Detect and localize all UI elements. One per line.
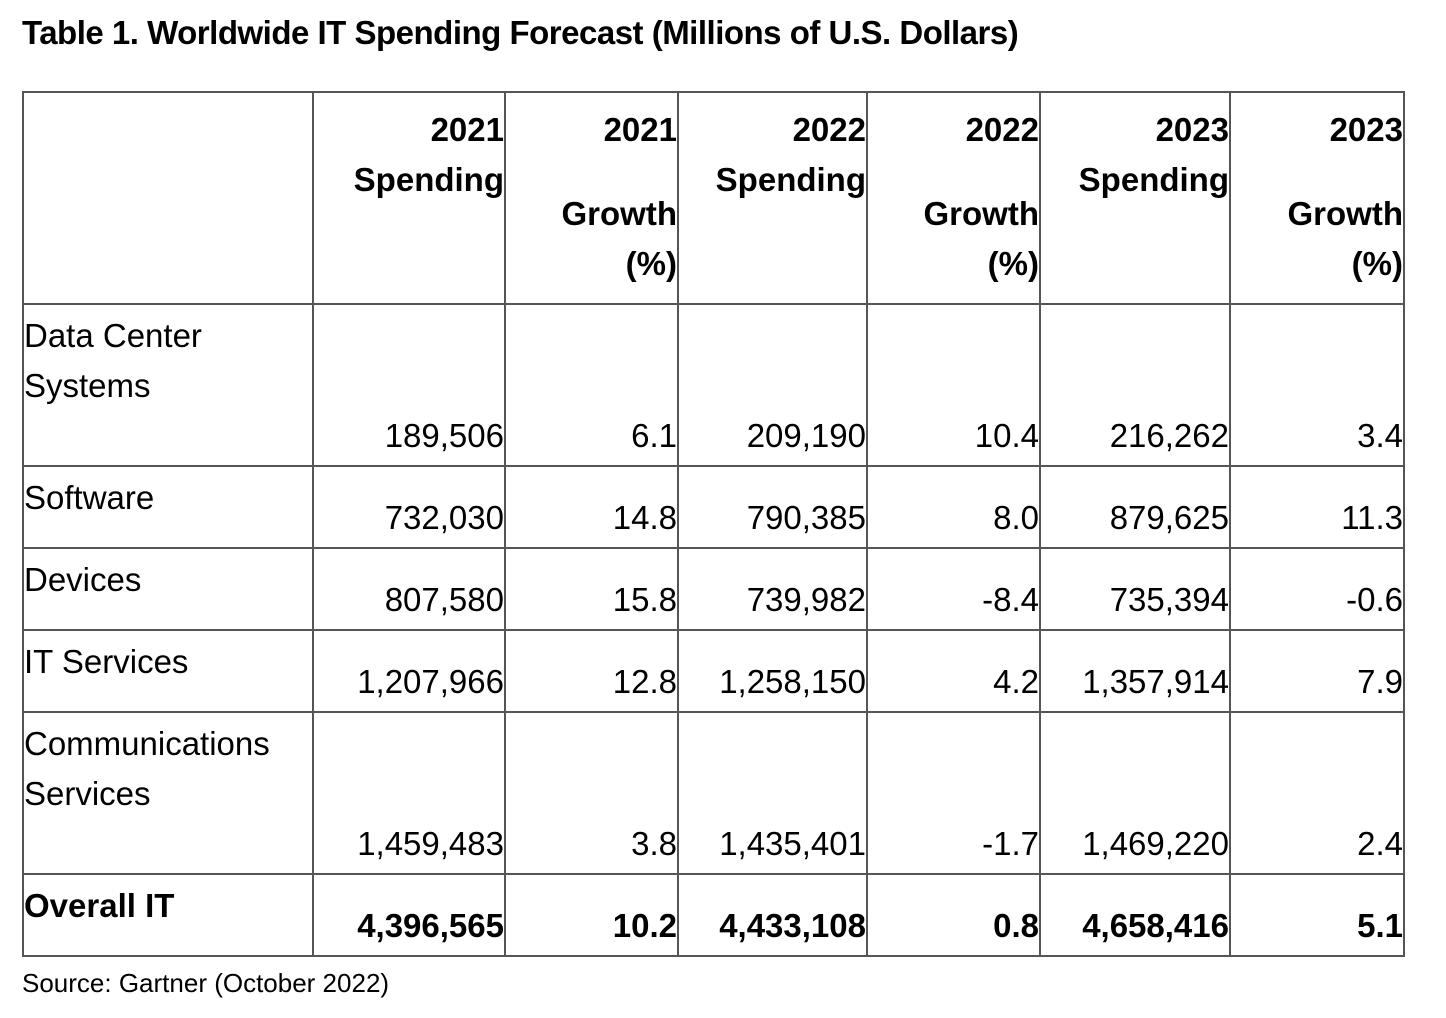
table-cell: 739,982 (677, 547, 868, 631)
table-cell: 189,506 (312, 303, 506, 467)
table-row: Devices 807,580 15.8 739,982 -8.4 735,39… (22, 547, 1405, 631)
table-cell: 1,435,401 (677, 711, 868, 875)
table-cell: -8.4 (866, 547, 1041, 631)
row-label: Software (22, 465, 314, 549)
row-label: Communications Services (22, 711, 314, 875)
table-title: Table 1. Worldwide IT Spending Forecast … (22, 14, 1019, 51)
table-row: Software 732,030 14.8 790,385 8.0 879,62… (22, 465, 1405, 549)
table-cell: 209,190 (677, 303, 868, 467)
total-row: Overall IT 4,396,565 10.2 4,433,108 0.8 … (22, 873, 1405, 957)
table-cell: 12.8 (504, 629, 679, 713)
header-cell: 2022 Growth (%) (866, 91, 1041, 305)
table-cell: 1,357,914 (1039, 629, 1231, 713)
total-cell: 4,433,108 (677, 873, 868, 957)
header-cell: 2023 Growth (%) (1229, 91, 1405, 305)
header-cell: 2022 Spending (677, 91, 868, 305)
table-cell: 735,394 (1039, 547, 1231, 631)
total-cell: 4,658,416 (1039, 873, 1231, 957)
table-cell: 1,207,966 (312, 629, 506, 713)
table-cell: 2.4 (1229, 711, 1405, 875)
total-cell: 4,396,565 (312, 873, 506, 957)
it-spending-table: 2021 Spending 2021 Growth (%) 2022 Spending … (22, 91, 1405, 957)
table-cell: 807,580 (312, 547, 506, 631)
table-cell: 8.0 (866, 465, 1041, 549)
source-note: Source: Gartner (October 2022) (22, 968, 390, 998)
table-row: Data Center Systems 189,506 6.1 209,190 … (22, 303, 1405, 467)
table-cell: 1,258,150 (677, 629, 868, 713)
header-cell: 2021 Growth (%) (504, 91, 679, 305)
total-cell: 5.1 (1229, 873, 1405, 957)
table-cell: 14.8 (504, 465, 679, 549)
table-cell: 3.4 (1229, 303, 1405, 467)
header-corner (22, 91, 314, 305)
header-row: 2021 Spending 2021 Growth (%) 2022 Spending … (22, 91, 1405, 305)
header-cell: 2021 Spending (312, 91, 506, 305)
table-row: Communications Services 1,459,483 3.8 1,… (22, 711, 1405, 875)
header-cell: 2023 Spending (1039, 91, 1231, 305)
table-cell: -0.6 (1229, 547, 1405, 631)
table-cell: 1,459,483 (312, 711, 506, 875)
table-cell: 3.8 (504, 711, 679, 875)
table-cell: 1,469,220 (1039, 711, 1231, 875)
row-label: Data Center Systems (22, 303, 314, 467)
table-cell: 4.2 (866, 629, 1041, 713)
table-cell: 790,385 (677, 465, 868, 549)
total-cell: 10.2 (504, 873, 679, 957)
row-label: Devices (22, 547, 314, 631)
total-cell: 0.8 (866, 873, 1041, 957)
row-label: IT Services (22, 629, 314, 713)
table-cell: 10.4 (866, 303, 1041, 467)
table-cell: 732,030 (312, 465, 506, 549)
table-row: IT Services 1,207,966 12.8 1,258,150 4.2… (22, 629, 1405, 713)
table-cell: 216,262 (1039, 303, 1231, 467)
table-cell: -1.7 (866, 711, 1041, 875)
total-label: Overall IT (22, 873, 314, 957)
table-cell: 7.9 (1229, 629, 1405, 713)
table-cell: 11.3 (1229, 465, 1405, 549)
table-cell: 879,625 (1039, 465, 1231, 549)
table-cell: 15.8 (504, 547, 679, 631)
table-cell: 6.1 (504, 303, 679, 467)
